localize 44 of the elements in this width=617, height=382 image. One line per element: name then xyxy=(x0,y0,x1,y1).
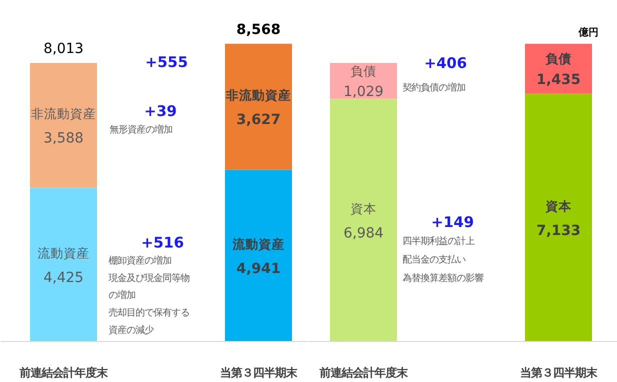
data-label: 7,133 xyxy=(536,222,581,239)
text: 資本 xyxy=(546,198,572,214)
bar xyxy=(525,94,592,342)
x-tick-label: 当第３四半期末 xyxy=(220,366,298,380)
annotation: 棚卸資産の増加 xyxy=(108,255,172,266)
text: 負債 xyxy=(546,51,572,66)
data-label: 1,029 xyxy=(343,84,384,100)
text: 非流動資産 xyxy=(226,87,291,102)
annotation: +516 xyxy=(141,234,184,252)
bar xyxy=(330,98,397,342)
series-label: 流動資産 xyxy=(38,245,90,260)
annotation: の増加 xyxy=(108,290,136,301)
bar xyxy=(30,188,97,342)
data-label: 3,627 xyxy=(236,112,281,128)
annotation: 四半期利益の計上 xyxy=(402,236,474,247)
series-label: 資本 xyxy=(350,200,376,216)
annotation: 売却目的で保有する xyxy=(108,308,190,318)
annotation: 配当金の支払い xyxy=(402,254,466,266)
annotation: 契約負債の増加 xyxy=(402,82,466,94)
data-label: 4,941 xyxy=(236,260,281,277)
x-tick-label: 前連結会計年度末 xyxy=(318,366,408,380)
bar xyxy=(225,170,292,342)
total-label: 8,013 xyxy=(43,41,84,58)
annotation: +555 xyxy=(145,54,188,71)
total-label: 8,568 xyxy=(236,22,281,38)
annotation: 資産の減少 xyxy=(108,325,154,336)
series-label: 非流動資産 xyxy=(31,106,96,122)
bar xyxy=(30,63,97,188)
annotation: 為替換算差額の影響 xyxy=(402,273,484,284)
bar xyxy=(225,44,292,170)
annotation: +39 xyxy=(144,103,177,120)
annotation: +406 xyxy=(424,54,467,72)
data-label: 3,588 xyxy=(43,130,84,147)
data-label: 4,425 xyxy=(43,270,84,286)
x-tick-label: 前連結会計年度末 xyxy=(18,366,108,380)
series-label: 負債 xyxy=(350,64,376,79)
annotation: 現金及び現金同等物 xyxy=(108,273,190,284)
data-label: 1,435 xyxy=(536,72,581,88)
x-tick-label: 当第３四半期末 xyxy=(520,366,598,380)
annotation: +149 xyxy=(431,214,474,232)
annotation: 無形資産の増加 xyxy=(110,124,172,136)
text: 流動資産 xyxy=(232,236,284,252)
data-label: 6,984 xyxy=(343,225,384,242)
text: 億円 xyxy=(578,26,598,38)
